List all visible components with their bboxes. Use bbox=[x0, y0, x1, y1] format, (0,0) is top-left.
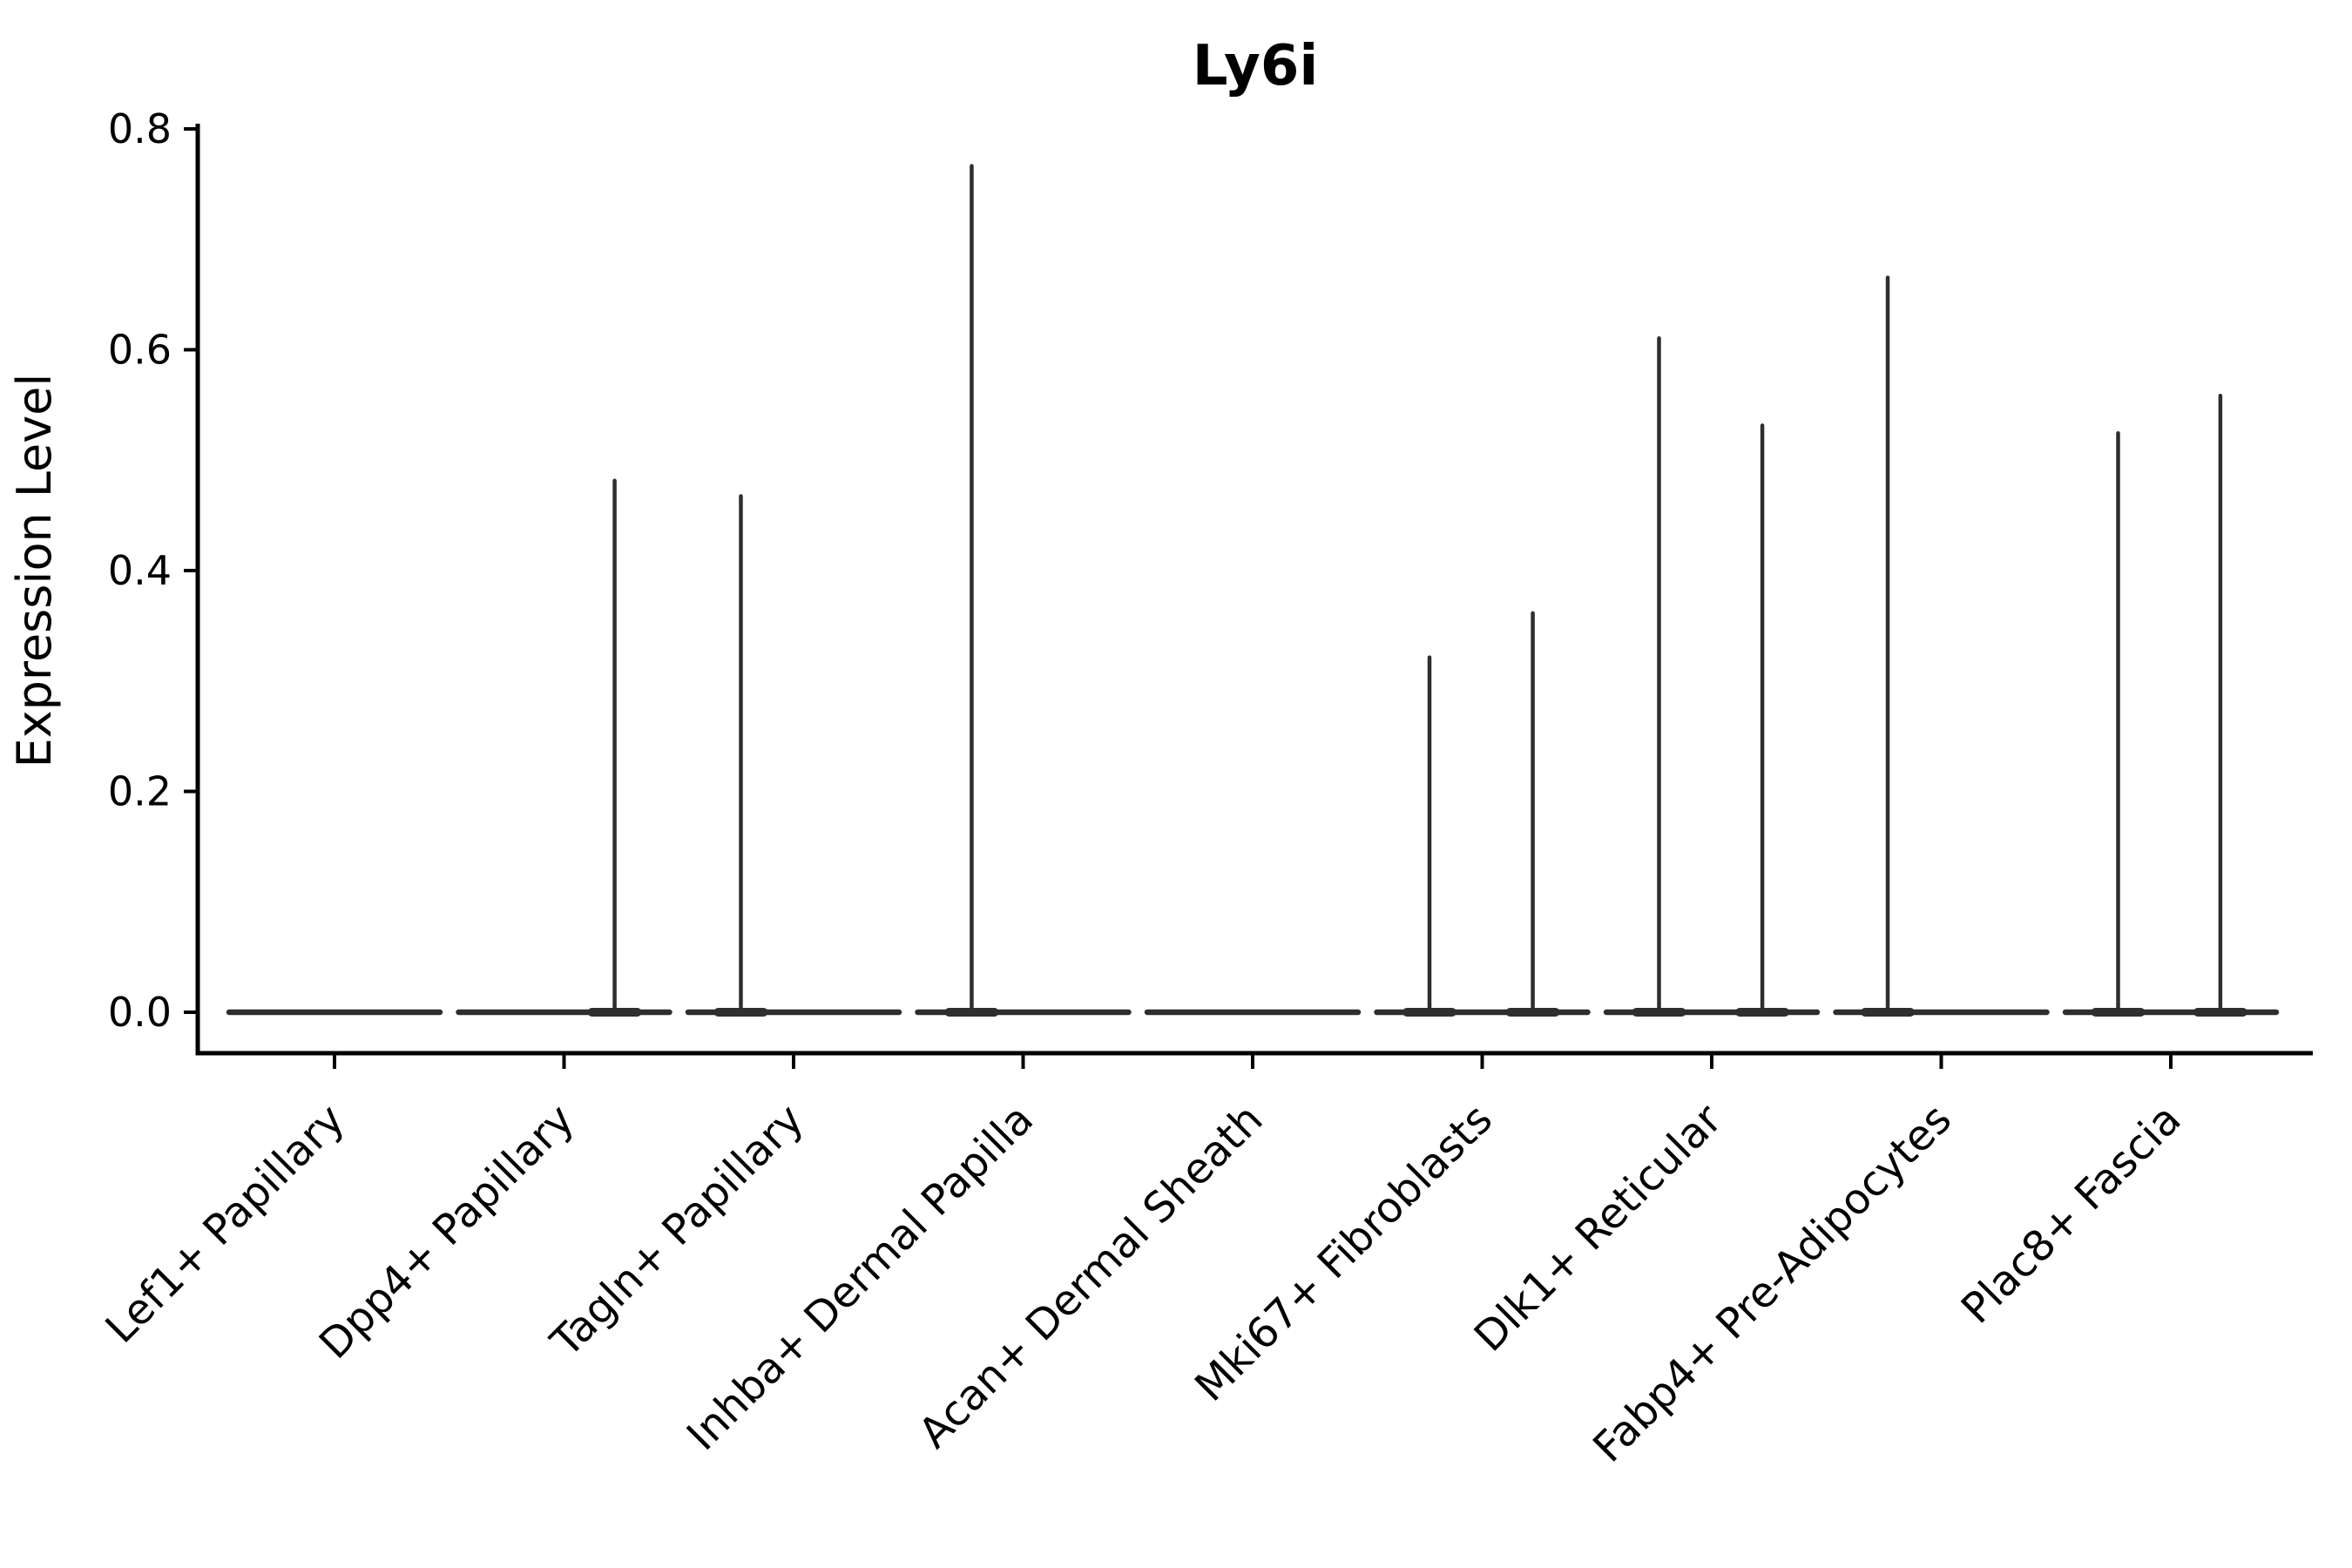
y-tick-label-0.2: 0.2 bbox=[108, 768, 172, 815]
chart-title: Ly6i bbox=[1193, 34, 1319, 98]
y-tick-label-0.0: 0.0 bbox=[108, 989, 172, 1036]
y-axis-label: Expression Level bbox=[7, 374, 62, 768]
y-tick-label-0.6: 0.6 bbox=[108, 327, 172, 374]
y-tick-label-0.8: 0.8 bbox=[108, 105, 172, 152]
y-tick-label-0.4: 0.4 bbox=[108, 547, 172, 594]
